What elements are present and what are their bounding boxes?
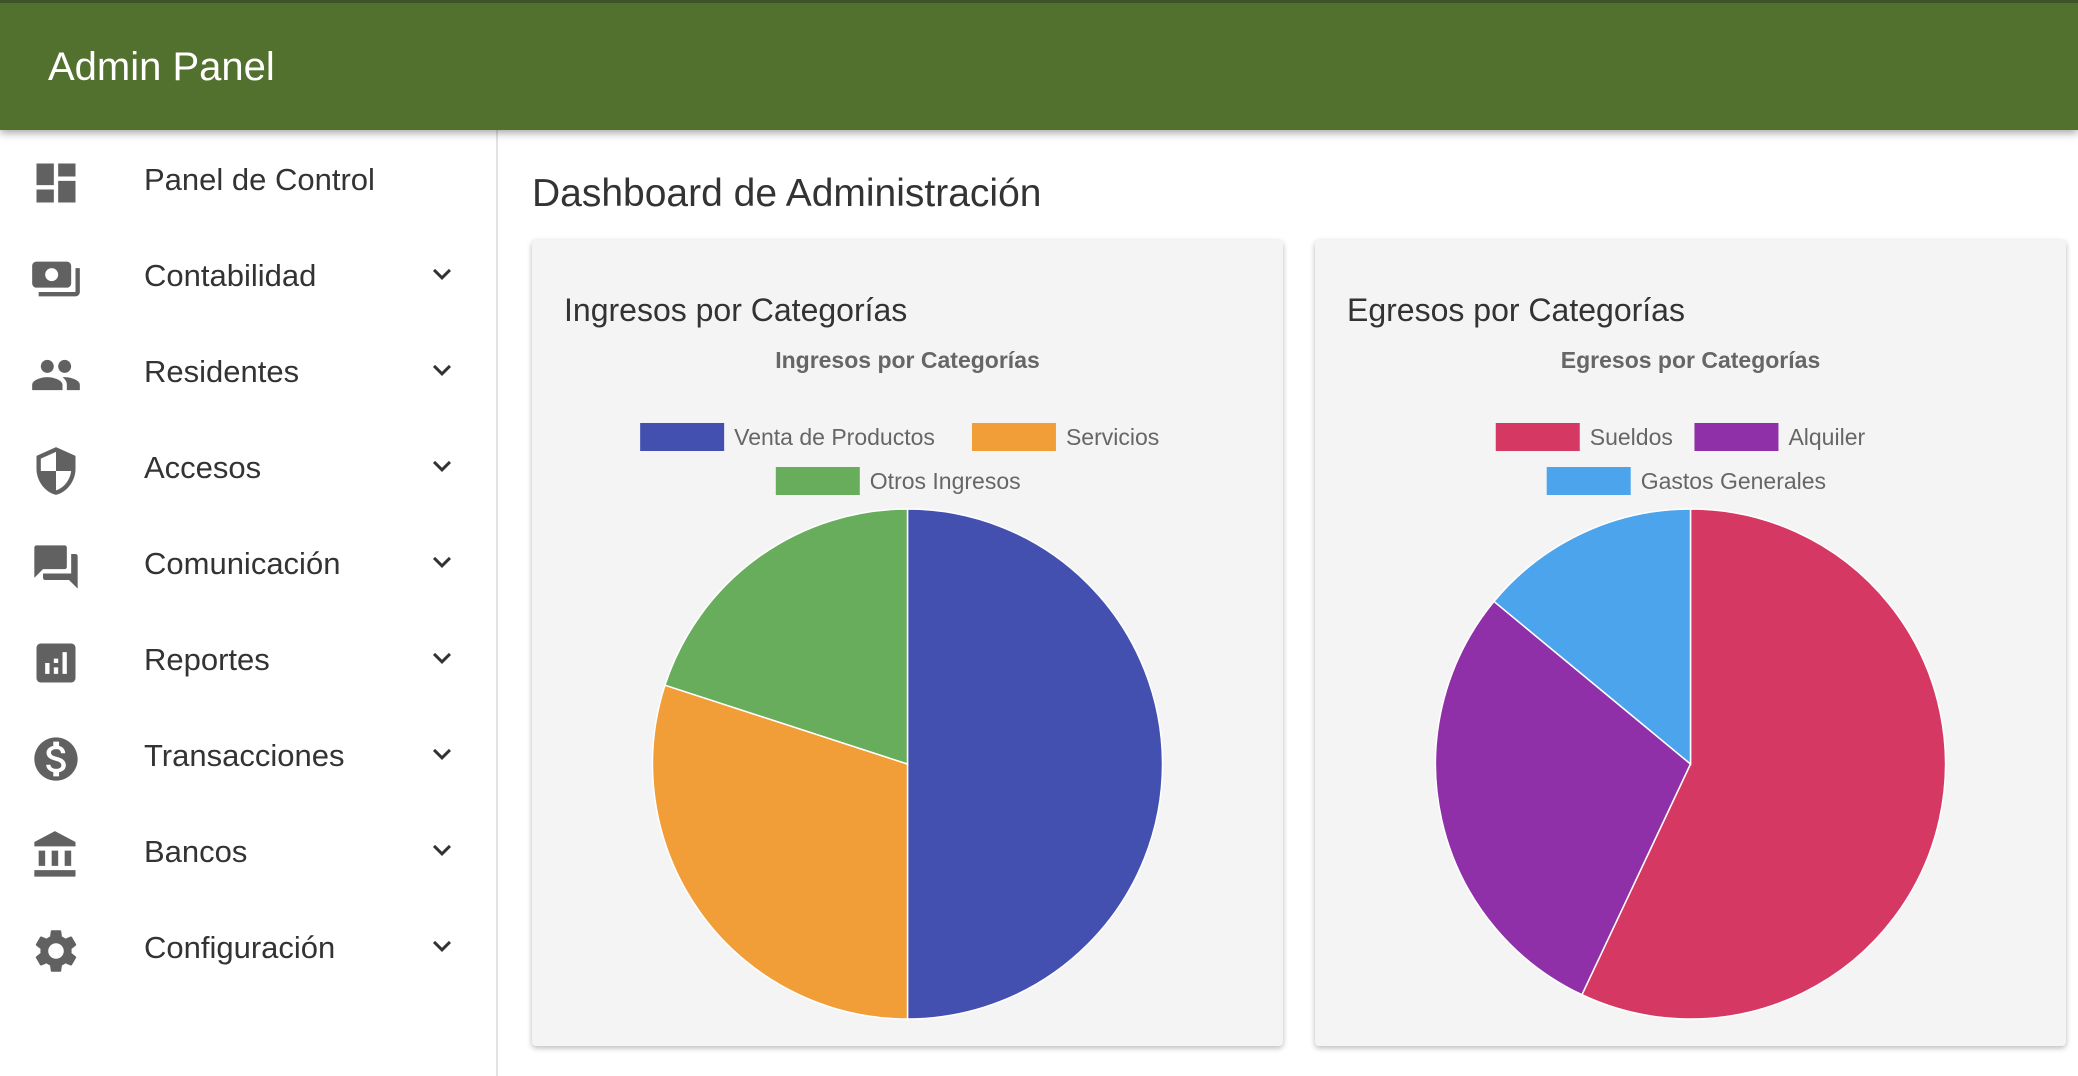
bank-icon [30,829,82,881]
sidebar-item-label: Contabilidad [144,258,317,293]
expense-chart-card: Egresos por Categorías Egresos por Categ… [1315,240,2066,1046]
legend-label-gastos-generales[interactable]: Gastos Generales [1641,468,1826,494]
sidebar-item-label: Comunicación [144,546,341,581]
sidebar-item-reportes[interactable]: Reportes [0,612,496,708]
chart-title: Egresos por Categorías [1561,347,1820,373]
bar-chart-icon [30,637,82,689]
sidebar-item-label: Bancos [144,834,248,869]
sidebar-item-label: Transacciones [144,738,345,773]
legend-label-otros-ingresos[interactable]: Otros Ingresos [870,468,1021,494]
dashboard-icon [30,157,82,209]
legend-swatch-alquiler[interactable] [1694,423,1779,451]
chevron-down-icon[interactable] [424,544,460,580]
chevron-down-icon[interactable] [424,832,460,868]
sidebar-item-transacciones[interactable]: Transacciones [0,708,496,804]
chevron-down-icon[interactable] [424,448,460,484]
chat-icon [30,541,82,593]
sidebar: Panel de Control Contabilidad Residentes… [0,130,498,1076]
chevron-down-icon[interactable] [424,928,460,964]
dollar-icon [30,733,82,785]
pie-slice-gastos-generales[interactable] [1492,508,1692,766]
card-title: Egresos por Categorías [1347,292,1685,328]
sidebar-item-contabilidad[interactable]: Contabilidad [0,228,496,324]
money-icon [30,253,82,305]
legend-label-venta-de-productos[interactable]: Venta de Productos [734,424,935,450]
legend-swatch-sueldos[interactable] [1495,423,1580,451]
gear-icon [30,925,82,977]
chevron-down-icon[interactable] [424,256,460,292]
pie-slice-servicios[interactable] [651,684,909,1020]
top-app-bar: Admin Panel [0,0,2078,130]
sidebar-item-comunicacion[interactable]: Comunicación [0,516,496,612]
page-title: Dashboard de Administración [532,172,1042,215]
income-chart-card: Ingresos por Categorías Ingresos por Cat… [532,240,1283,1046]
legend-label-alquiler[interactable]: Alquiler [1788,424,1865,450]
legend-label-sueldos[interactable]: Sueldos [1590,424,1673,450]
shield-icon [30,445,82,497]
legend-swatch-gastos-generales[interactable] [1546,467,1631,495]
pie-slice-sueldos[interactable] [1580,508,1947,1020]
people-icon [30,349,82,401]
income-pie-chart: Ingresos por Categorías Venta de Producto… [640,347,1164,1020]
sidebar-item-accesos[interactable]: Accesos [0,420,496,516]
pie-slice-venta-de-productos[interactable] [906,508,1164,1020]
legend-swatch-servicios[interactable] [971,423,1056,451]
sidebar-item-configuracion[interactable]: Configuración [0,900,496,996]
chevron-down-icon[interactable] [424,640,460,676]
pie-slice-alquiler[interactable] [1434,600,1692,996]
sidebar-item-label: Reportes [144,642,270,677]
sidebar-item-bancos[interactable]: Bancos [0,804,496,900]
main-content: Dashboard de Administración Ingresos por… [500,130,2078,1076]
app-title: Admin Panel [48,45,275,89]
card-title: Ingresos por Categorías [564,292,908,328]
sidebar-item-label: Configuración [144,930,336,965]
sidebar-item-label: Panel de Control [144,162,375,197]
sidebar-item-residentes[interactable]: Residentes [0,324,496,420]
chart-title: Ingresos por Categorías [775,347,1040,373]
chevron-down-icon[interactable] [424,352,460,388]
expense-pie-chart: Egresos por Categorías Sueldos Alquiler Gas… [1434,347,1947,1020]
legend-label-servicios[interactable]: Servicios [1066,424,1159,450]
sidebar-item-panel-de-control[interactable]: Panel de Control [0,132,496,228]
legend-swatch-otros-ingresos[interactable] [775,467,860,495]
sidebar-item-label: Accesos [144,450,262,485]
chevron-down-icon[interactable] [424,736,460,772]
sidebar-item-label: Residentes [144,354,300,389]
pie-slice-otros-ingresos[interactable] [664,508,909,766]
legend-swatch-venta-de-productos[interactable] [640,423,725,451]
